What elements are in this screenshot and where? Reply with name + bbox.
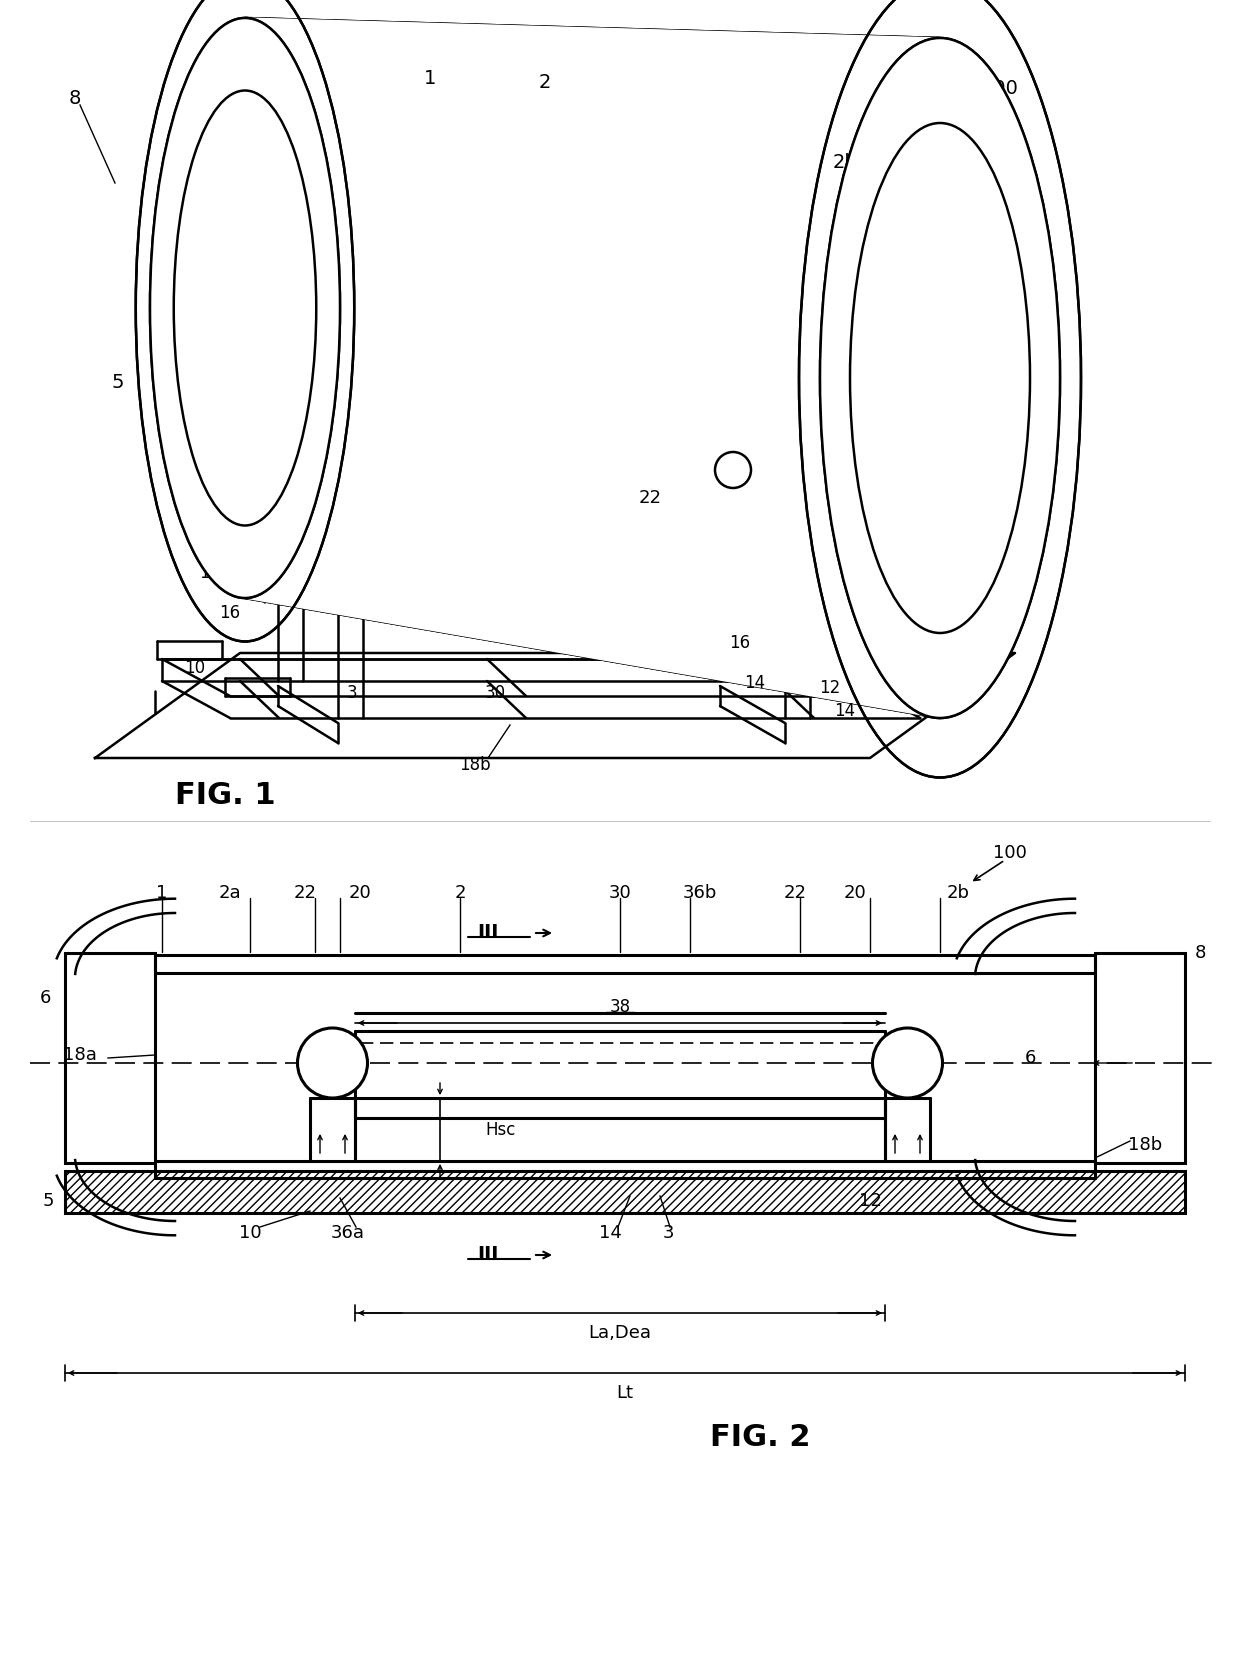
Polygon shape [95, 653, 1016, 759]
Text: 38: 38 [609, 998, 631, 1017]
Text: 18b: 18b [459, 755, 491, 774]
Circle shape [873, 1028, 942, 1098]
Text: FIG. 1: FIG. 1 [175, 780, 275, 810]
Text: 14: 14 [599, 1223, 621, 1241]
Text: 5: 5 [112, 374, 124, 392]
Text: 10: 10 [238, 1223, 262, 1241]
Circle shape [298, 1028, 367, 1098]
Text: 20: 20 [843, 884, 867, 903]
Text: 2a: 2a [218, 884, 242, 903]
Text: 18a: 18a [63, 1046, 97, 1065]
Text: 2: 2 [454, 884, 466, 903]
Text: 18a: 18a [200, 564, 231, 582]
Text: III: III [477, 924, 498, 942]
Ellipse shape [150, 18, 340, 598]
Text: 22: 22 [639, 489, 661, 507]
Text: 5: 5 [42, 1192, 53, 1210]
Text: 2b: 2b [832, 154, 857, 172]
Text: 16: 16 [219, 603, 241, 622]
Polygon shape [246, 18, 940, 717]
Text: 10: 10 [185, 660, 206, 678]
Bar [1095, 954, 1185, 1164]
Text: 18b: 18b [1128, 1136, 1162, 1154]
Ellipse shape [150, 18, 340, 598]
Text: 2b: 2b [946, 884, 970, 903]
Text: Hsc: Hsc [485, 1121, 516, 1139]
Text: 12: 12 [858, 1192, 882, 1210]
Text: 8: 8 [1194, 944, 1205, 962]
Text: 100: 100 [993, 845, 1027, 861]
Text: 30: 30 [485, 684, 506, 703]
Text: 22: 22 [164, 450, 186, 468]
Text: La,Dea: La,Dea [589, 1324, 651, 1342]
Text: 36b: 36b [683, 884, 717, 903]
Text: 22: 22 [294, 884, 316, 903]
Text: FIG. 2: FIG. 2 [709, 1423, 810, 1453]
Text: III: III [477, 1245, 498, 1265]
Text: 1: 1 [156, 884, 167, 903]
Text: 16: 16 [729, 635, 750, 651]
Text: 3: 3 [662, 1223, 673, 1241]
Text: 6: 6 [1024, 1050, 1035, 1066]
Ellipse shape [820, 38, 1060, 717]
Text: 3: 3 [347, 684, 357, 703]
Text: 1: 1 [424, 68, 436, 88]
Circle shape [273, 397, 309, 433]
Bar [64, 954, 155, 1164]
Text: 12: 12 [820, 679, 841, 698]
Text: 30: 30 [609, 884, 631, 903]
Text: 14: 14 [835, 703, 856, 721]
Ellipse shape [820, 38, 1060, 717]
Text: 2a: 2a [253, 73, 277, 93]
Bar [64, 1170, 1185, 1213]
Text: 22: 22 [784, 884, 806, 903]
Text: 14: 14 [744, 674, 765, 693]
Text: 20: 20 [348, 884, 371, 903]
Text: 100: 100 [982, 78, 1018, 98]
Text: 36a: 36a [331, 1223, 365, 1241]
Circle shape [715, 451, 751, 488]
Text: Lt: Lt [616, 1384, 634, 1402]
Text: 8: 8 [68, 89, 81, 107]
Text: 2: 2 [539, 73, 552, 93]
Text: 6: 6 [40, 988, 51, 1007]
